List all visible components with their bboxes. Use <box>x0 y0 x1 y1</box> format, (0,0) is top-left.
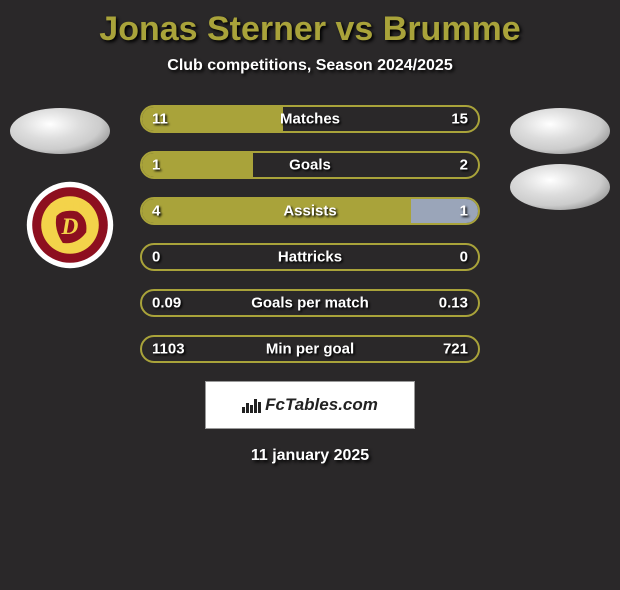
stat-row: 0.09Goals per match0.13 <box>140 289 480 317</box>
stat-label: Matches <box>142 111 478 128</box>
source-badge-text: FcTables.com <box>242 395 378 415</box>
comparison-area: DRESDEN D 11Matches151Goals24Assists10Ha… <box>0 105 620 465</box>
stat-bars: 11Matches151Goals24Assists10Hattricks00.… <box>140 105 480 363</box>
team-left-logo-2: DRESDEN D <box>25 180 115 270</box>
stat-value-right: 1 <box>460 203 468 220</box>
team-right-logo-2 <box>510 164 610 210</box>
source-badge: FcTables.com <box>205 381 415 429</box>
stat-label: Min per goal <box>142 341 478 358</box>
stat-row: 1Goals2 <box>140 151 480 179</box>
comparison-title: Jonas Sterner vs Brumme <box>0 10 620 49</box>
chart-icon <box>242 397 261 413</box>
stat-row: 0Hattricks0 <box>140 243 480 271</box>
source-name: FcTables.com <box>265 395 378 415</box>
stat-label: Assists <box>142 203 478 220</box>
team-left-logo-1 <box>10 108 110 154</box>
stat-value-right: 2 <box>460 157 468 174</box>
svg-text:DRESDEN: DRESDEN <box>50 202 90 211</box>
stat-row: 1103Min per goal721 <box>140 335 480 363</box>
stat-row: 4Assists1 <box>140 197 480 225</box>
stat-label: Hattricks <box>142 249 478 266</box>
comparison-subtitle: Club competitions, Season 2024/2025 <box>0 57 620 75</box>
team-right-logo-1 <box>510 108 610 154</box>
stat-value-right: 0 <box>460 249 468 266</box>
stat-row: 11Matches15 <box>140 105 480 133</box>
footer-date: 11 january 2025 <box>0 447 620 465</box>
stat-label: Goals per match <box>142 295 478 312</box>
stat-value-right: 0.13 <box>439 295 468 312</box>
stat-value-right: 721 <box>443 341 468 358</box>
svg-text:D: D <box>61 214 79 240</box>
stat-label: Goals <box>142 157 478 174</box>
stat-value-right: 15 <box>451 111 468 128</box>
